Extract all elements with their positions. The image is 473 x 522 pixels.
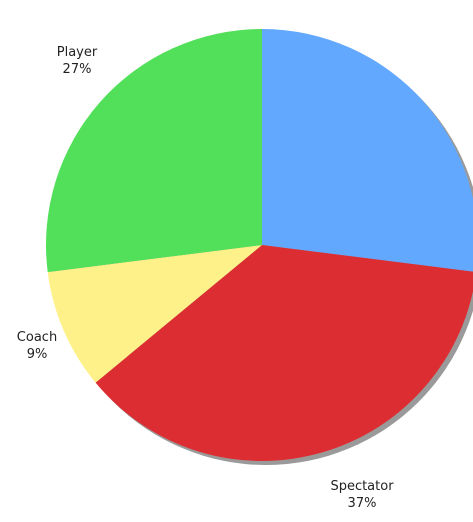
slice-category-label: Player bbox=[57, 45, 98, 60]
pie-slice-coach[interactable] bbox=[47, 245, 263, 383]
slice-percent-label: 27% bbox=[63, 62, 92, 77]
pie-slices bbox=[45, 29, 473, 461]
slice-category-label: Coach bbox=[17, 330, 57, 345]
slice-percent-label: 37% bbox=[348, 496, 377, 511]
slice-label-player: Player 27% bbox=[57, 45, 98, 77]
slice-label-coach: Coach 9% bbox=[17, 330, 57, 362]
slice-label-spectator: Spectator 37% bbox=[330, 479, 394, 511]
pie-slice-none[interactable] bbox=[262, 29, 473, 272]
slice-category-label: Spectator bbox=[330, 479, 394, 494]
pie-slice-player[interactable] bbox=[45, 29, 262, 273]
pie-slice-spectator[interactable] bbox=[95, 245, 473, 461]
slice-percent-label: 9% bbox=[27, 347, 48, 362]
